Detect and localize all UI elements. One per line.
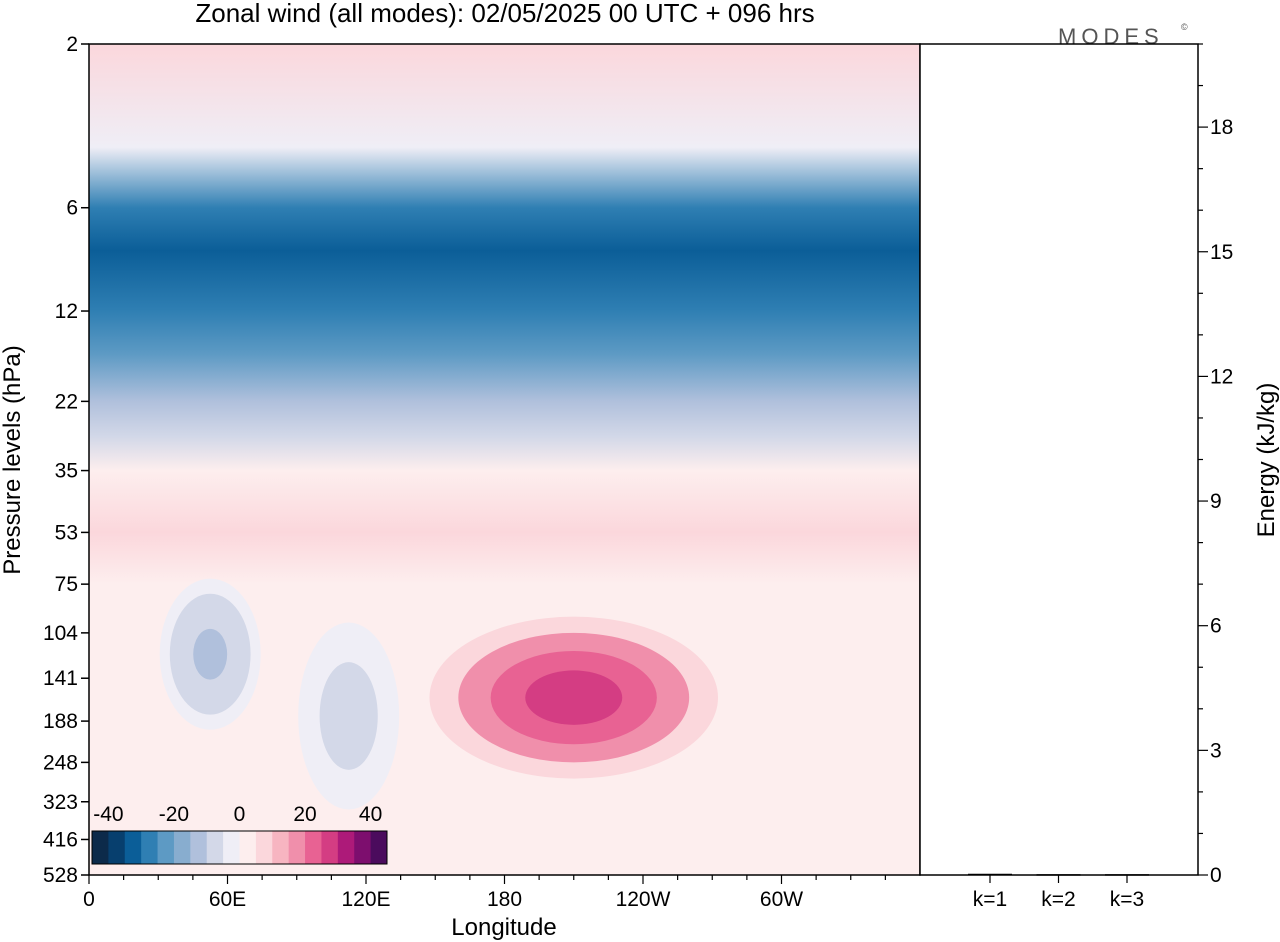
- heatmap-y-ticks: 2 6 12 22 35 53 75 104 141 188 248 323 416 528: [43, 33, 89, 887]
- colorbar-swatch: [255, 831, 273, 864]
- energy-x-tick-label: k=1: [973, 888, 1007, 911]
- colorbar-swatch: [288, 831, 306, 864]
- energy-y-tick-label: 12: [1210, 365, 1233, 388]
- y-tick-label: 22: [55, 390, 78, 413]
- y-tick-label: 2: [66, 33, 78, 56]
- colorbar-labels: -40 -20 0 20 40: [93, 803, 382, 826]
- heatmap-contour: [331, 684, 366, 748]
- energy-y-tick-label: 9: [1210, 490, 1222, 513]
- colorbar-swatch: [92, 831, 109, 864]
- colorbar-swatch: [124, 831, 142, 864]
- heatmap-y-axis-label: Pressure levels (hPa): [0, 345, 26, 574]
- colorbar-swatch: [354, 831, 372, 864]
- colorbar-swatch: [108, 831, 126, 864]
- x-tick-label: 60E: [209, 888, 246, 911]
- energy-y-tick-label: 15: [1210, 241, 1233, 264]
- heatmap-x-ticks: 0 60E 120E 180 120W 60W: [83, 875, 886, 911]
- heatmap-contour: [525, 670, 623, 725]
- energy-y-axis-label: Energy (kJ/kg): [1253, 383, 1280, 538]
- energy-bars: [968, 873, 1149, 876]
- energy-y-tick-label: 0: [1210, 864, 1222, 887]
- colorbar-swatches: [92, 831, 388, 864]
- y-tick-label: 12: [55, 300, 78, 323]
- colorbar-swatch: [206, 831, 224, 864]
- colorbar-label: 0: [234, 803, 246, 826]
- colorbar-swatch: [173, 831, 191, 864]
- energy-x-ticks: k=1 k=2 k=3: [973, 875, 1144, 911]
- energy-y-tick-label: 18: [1210, 116, 1233, 139]
- colorbar-swatch: [370, 831, 388, 864]
- energy-y-ticks: 0 3 6 9 12 15 18: [1198, 43, 1233, 887]
- colorbar-label: 20: [293, 803, 316, 826]
- y-tick-label: 248: [43, 751, 78, 774]
- colorbar-frame: [91, 830, 388, 865]
- x-tick-label: 0: [83, 888, 95, 911]
- energy-panel: 0 3 6 9 12 15 18 k=1 k=2 k=3 Energy (kJ/kg): [919, 43, 1280, 911]
- colorbar-swatch: [239, 831, 257, 864]
- energy-x-tick-label: k=2: [1041, 888, 1075, 911]
- y-tick-label: 416: [43, 828, 78, 851]
- energy-bar: [1036, 874, 1081, 876]
- energy-x-tick-label: k=3: [1110, 888, 1144, 911]
- energy-y-tick-label: 3: [1210, 739, 1222, 762]
- x-tick-label: 60W: [760, 888, 803, 911]
- y-tick-label: 104: [43, 622, 78, 645]
- heatmap-contour: [193, 628, 228, 680]
- y-tick-label: 53: [55, 521, 78, 544]
- energy-bar: [1105, 874, 1149, 876]
- colorbar-swatch: [223, 831, 240, 864]
- colorbar-swatch: [272, 831, 290, 864]
- colorbar-label: 40: [359, 803, 382, 826]
- y-tick-label: 323: [43, 791, 78, 814]
- chart-title: Zonal wind (all modes): 02/05/2025 00 UT…: [195, 0, 814, 28]
- colorbar-swatch: [305, 831, 322, 864]
- y-tick-label: 75: [55, 573, 78, 596]
- heatmap-features: [159, 578, 719, 810]
- x-tick-label: 120W: [616, 888, 671, 911]
- logo-registered-mark: ©: [1181, 22, 1188, 32]
- heatmap-panel: 2 6 12 22 35 53 75 104 141 188 248 323 416 528 0 60E 12…: [0, 33, 921, 941]
- colorbar-swatch: [141, 831, 159, 864]
- x-tick-label: 120E: [341, 888, 390, 911]
- y-tick-label: 528: [43, 864, 78, 887]
- y-tick-label: 188: [43, 710, 78, 733]
- colorbar-label: -20: [159, 803, 189, 826]
- y-tick-label: 35: [55, 460, 78, 483]
- colorbar-swatch: [321, 831, 339, 864]
- colorbar-label: -40: [93, 803, 123, 826]
- energy-y-tick-label: 6: [1210, 615, 1222, 638]
- x-tick-label: 180: [487, 888, 522, 911]
- energy-panel-frame: [919, 43, 1199, 876]
- colorbar: -40 -20 0 20 40: [91, 803, 388, 865]
- y-tick-label: 141: [43, 667, 78, 690]
- y-tick-label: 6: [66, 197, 78, 220]
- colorbar-swatch: [157, 831, 175, 864]
- heatmap-x-axis-label: Longitude: [451, 914, 556, 941]
- energy-bar: [968, 873, 1012, 876]
- colorbar-swatch: [190, 831, 208, 864]
- colorbar-swatch: [337, 831, 355, 864]
